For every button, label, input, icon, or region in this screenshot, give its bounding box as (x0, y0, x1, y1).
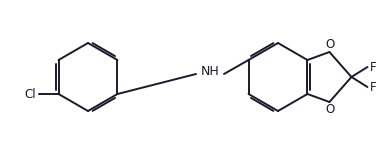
Text: Cl: Cl (24, 87, 35, 101)
Text: F: F (370, 61, 376, 74)
Text: O: O (326, 38, 335, 51)
Text: NH: NH (201, 65, 219, 77)
Text: F: F (370, 81, 376, 93)
Text: O: O (326, 103, 335, 116)
